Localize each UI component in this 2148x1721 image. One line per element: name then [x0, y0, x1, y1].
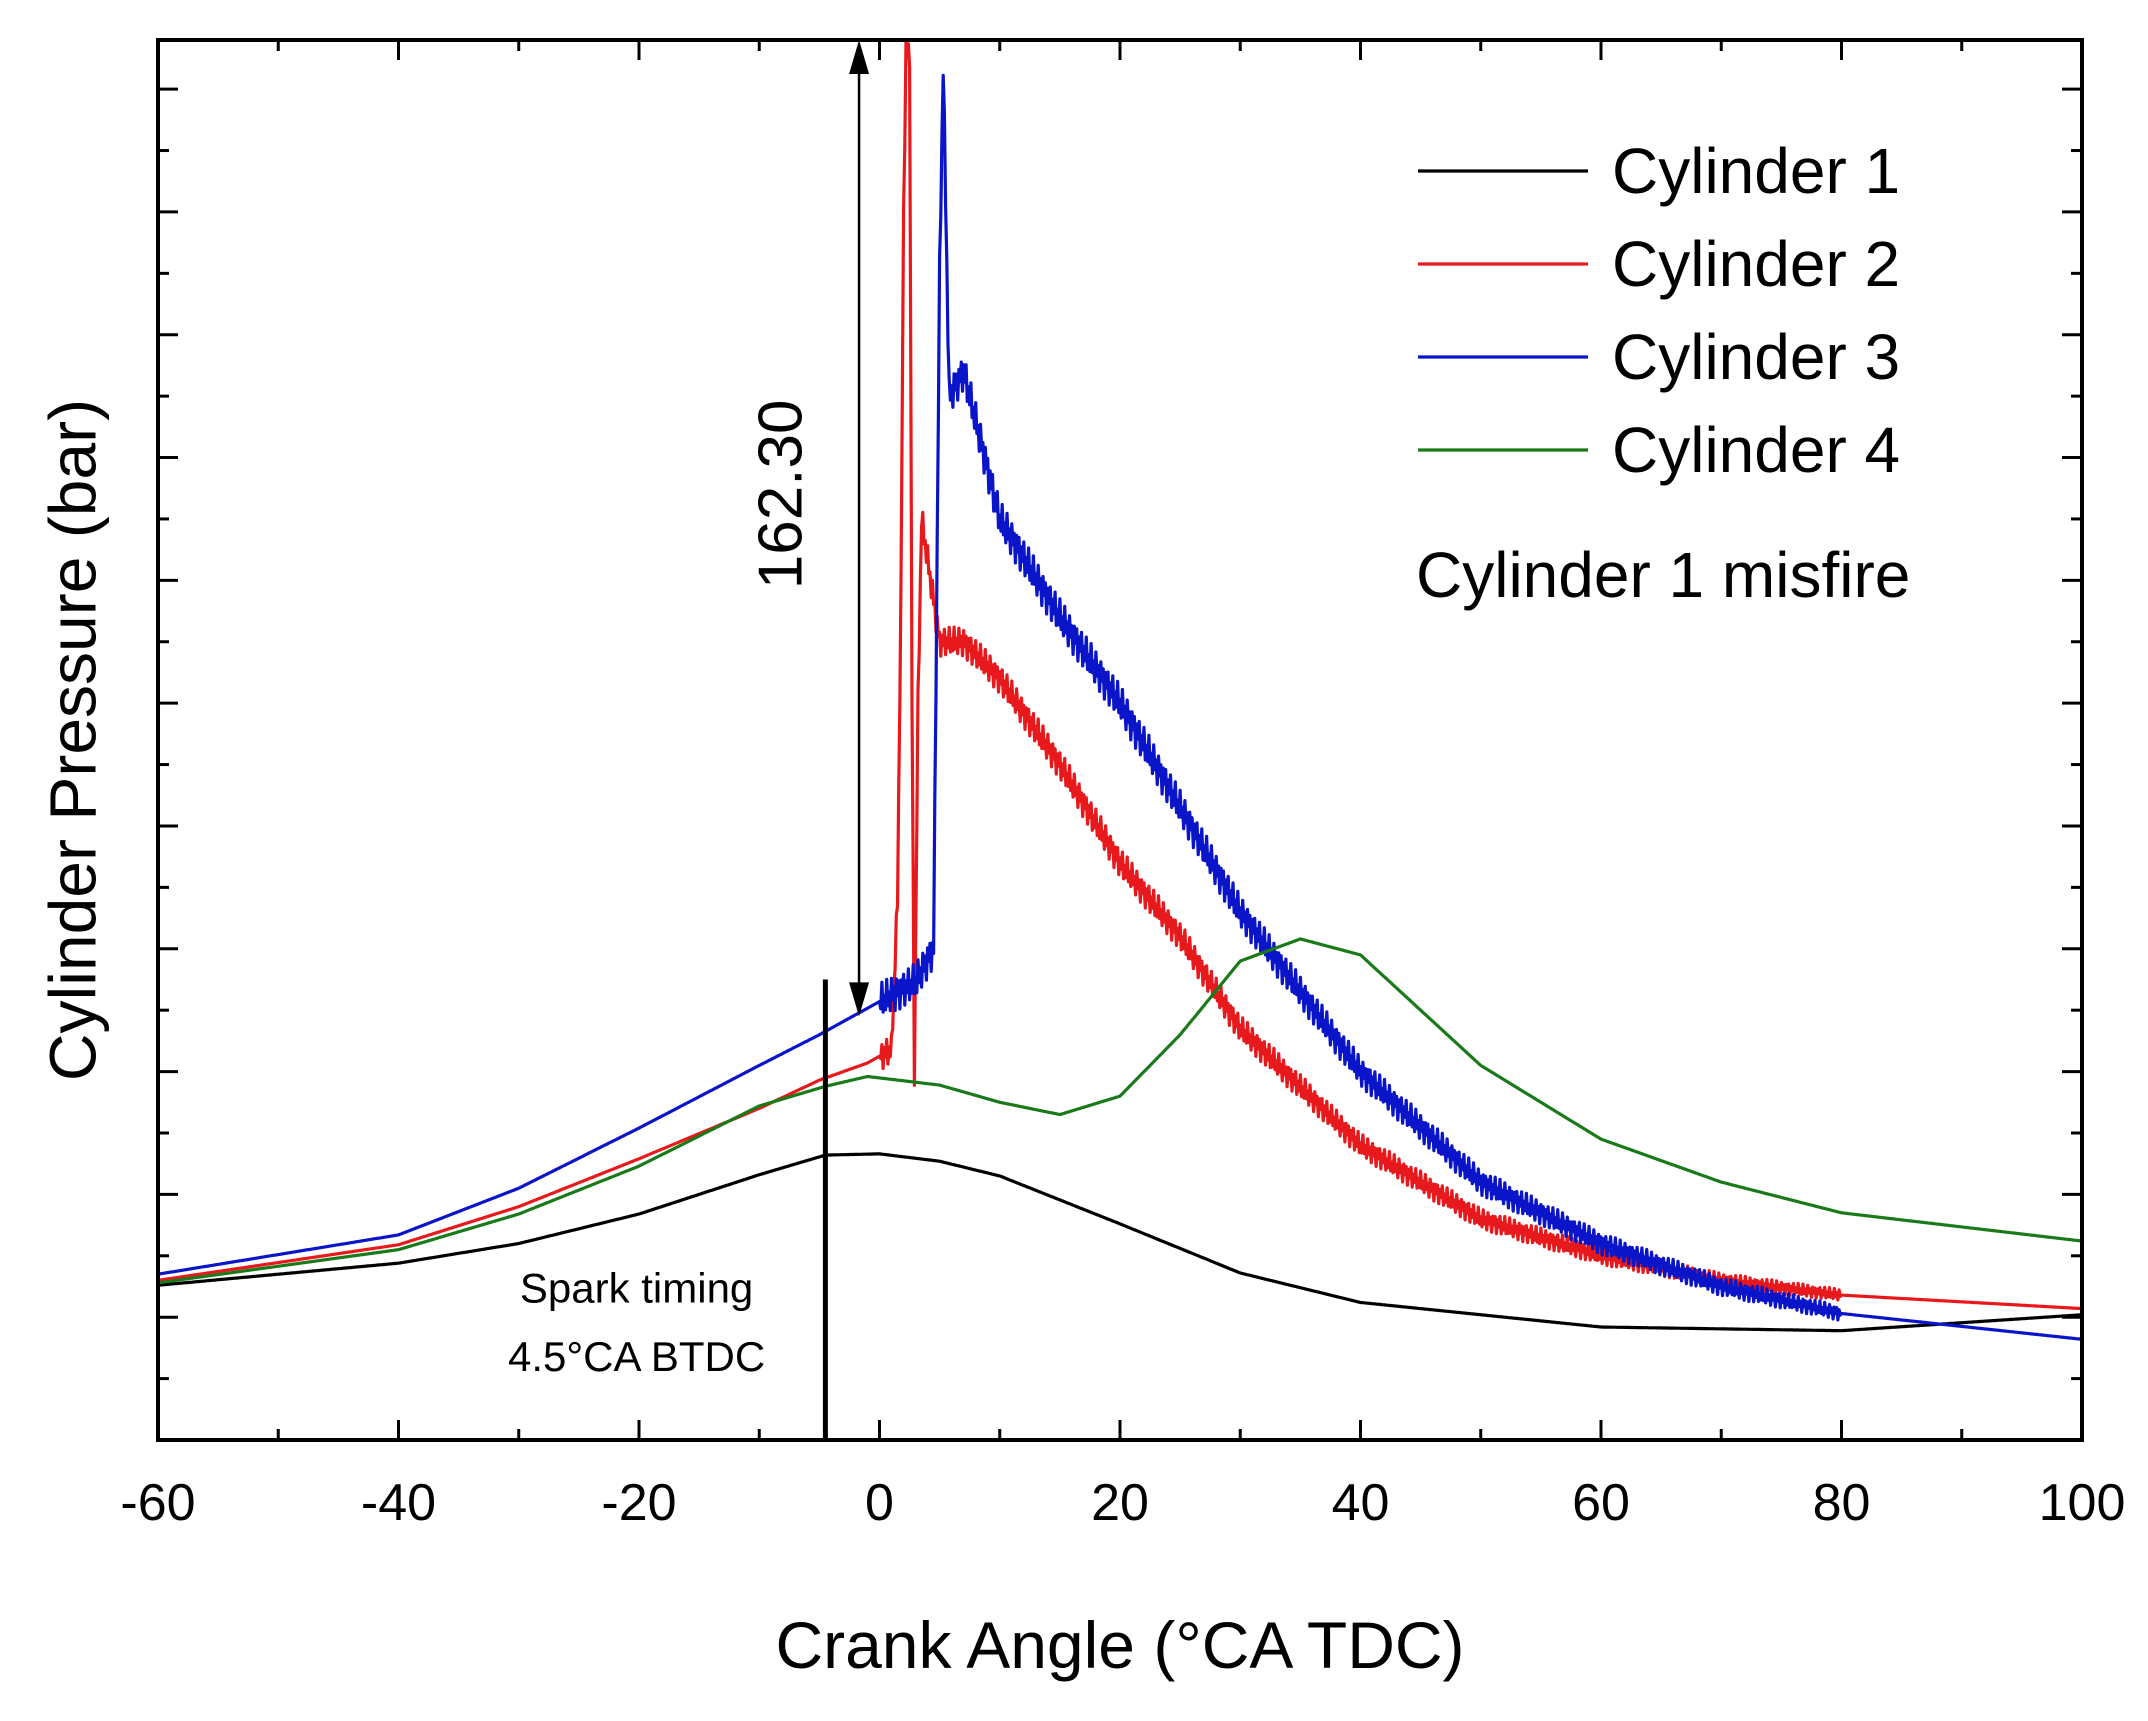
peak-pressure-label: 162.30	[746, 400, 815, 590]
x-tick-label: -20	[601, 1474, 676, 1532]
x-tick-label: 80	[1813, 1474, 1871, 1532]
legend-label-cylinder-2: Cylinder 2	[1612, 228, 1900, 300]
series-line-cylinder-2	[157, 39, 2083, 1311]
x-tick-label: 20	[1091, 1474, 1149, 1532]
x-axis-title: Crank Angle (°CA TDC)	[775, 1608, 1464, 1682]
x-tick-label: -60	[120, 1474, 195, 1532]
spark-timing-label: Spark timing	[520, 1264, 753, 1311]
legend: Cylinder 1 Cylinder 2 Cylinder 3 Cylinder 4	[1418, 135, 1900, 486]
legend-label-cylinder-1: Cylinder 1	[1612, 135, 1900, 207]
legend-label-cylinder-3: Cylinder 3	[1612, 321, 1900, 393]
x-tick-label: -40	[361, 1474, 436, 1532]
x-tick-label: 100	[2039, 1474, 2126, 1532]
arrowhead-down-icon	[849, 982, 870, 1017]
misfire-note: Cylinder 1 misfire	[1416, 539, 1910, 611]
x-tick-label: 40	[1332, 1474, 1390, 1532]
x-tick-label: 60	[1572, 1474, 1630, 1532]
legend-label-cylinder-4: Cylinder 4	[1612, 414, 1900, 486]
spark-timing-value-label: 4.5°CA BTDC	[508, 1333, 765, 1380]
y-axis-title: Cylinder Pressure (bar)	[35, 399, 109, 1081]
ticks-layer: -60 -40 -20 0 20 40 60 80 100	[120, 40, 2125, 1532]
series-line-cylinder-1	[157, 1152, 2083, 1333]
x-tick-label: 0	[865, 1474, 894, 1532]
arrowhead-up-icon	[849, 40, 870, 74]
series-line-cylinder-4	[157, 937, 2083, 1285]
series-line-cylinder-3	[157, 73, 2083, 1341]
series-layer	[157, 39, 2083, 1341]
